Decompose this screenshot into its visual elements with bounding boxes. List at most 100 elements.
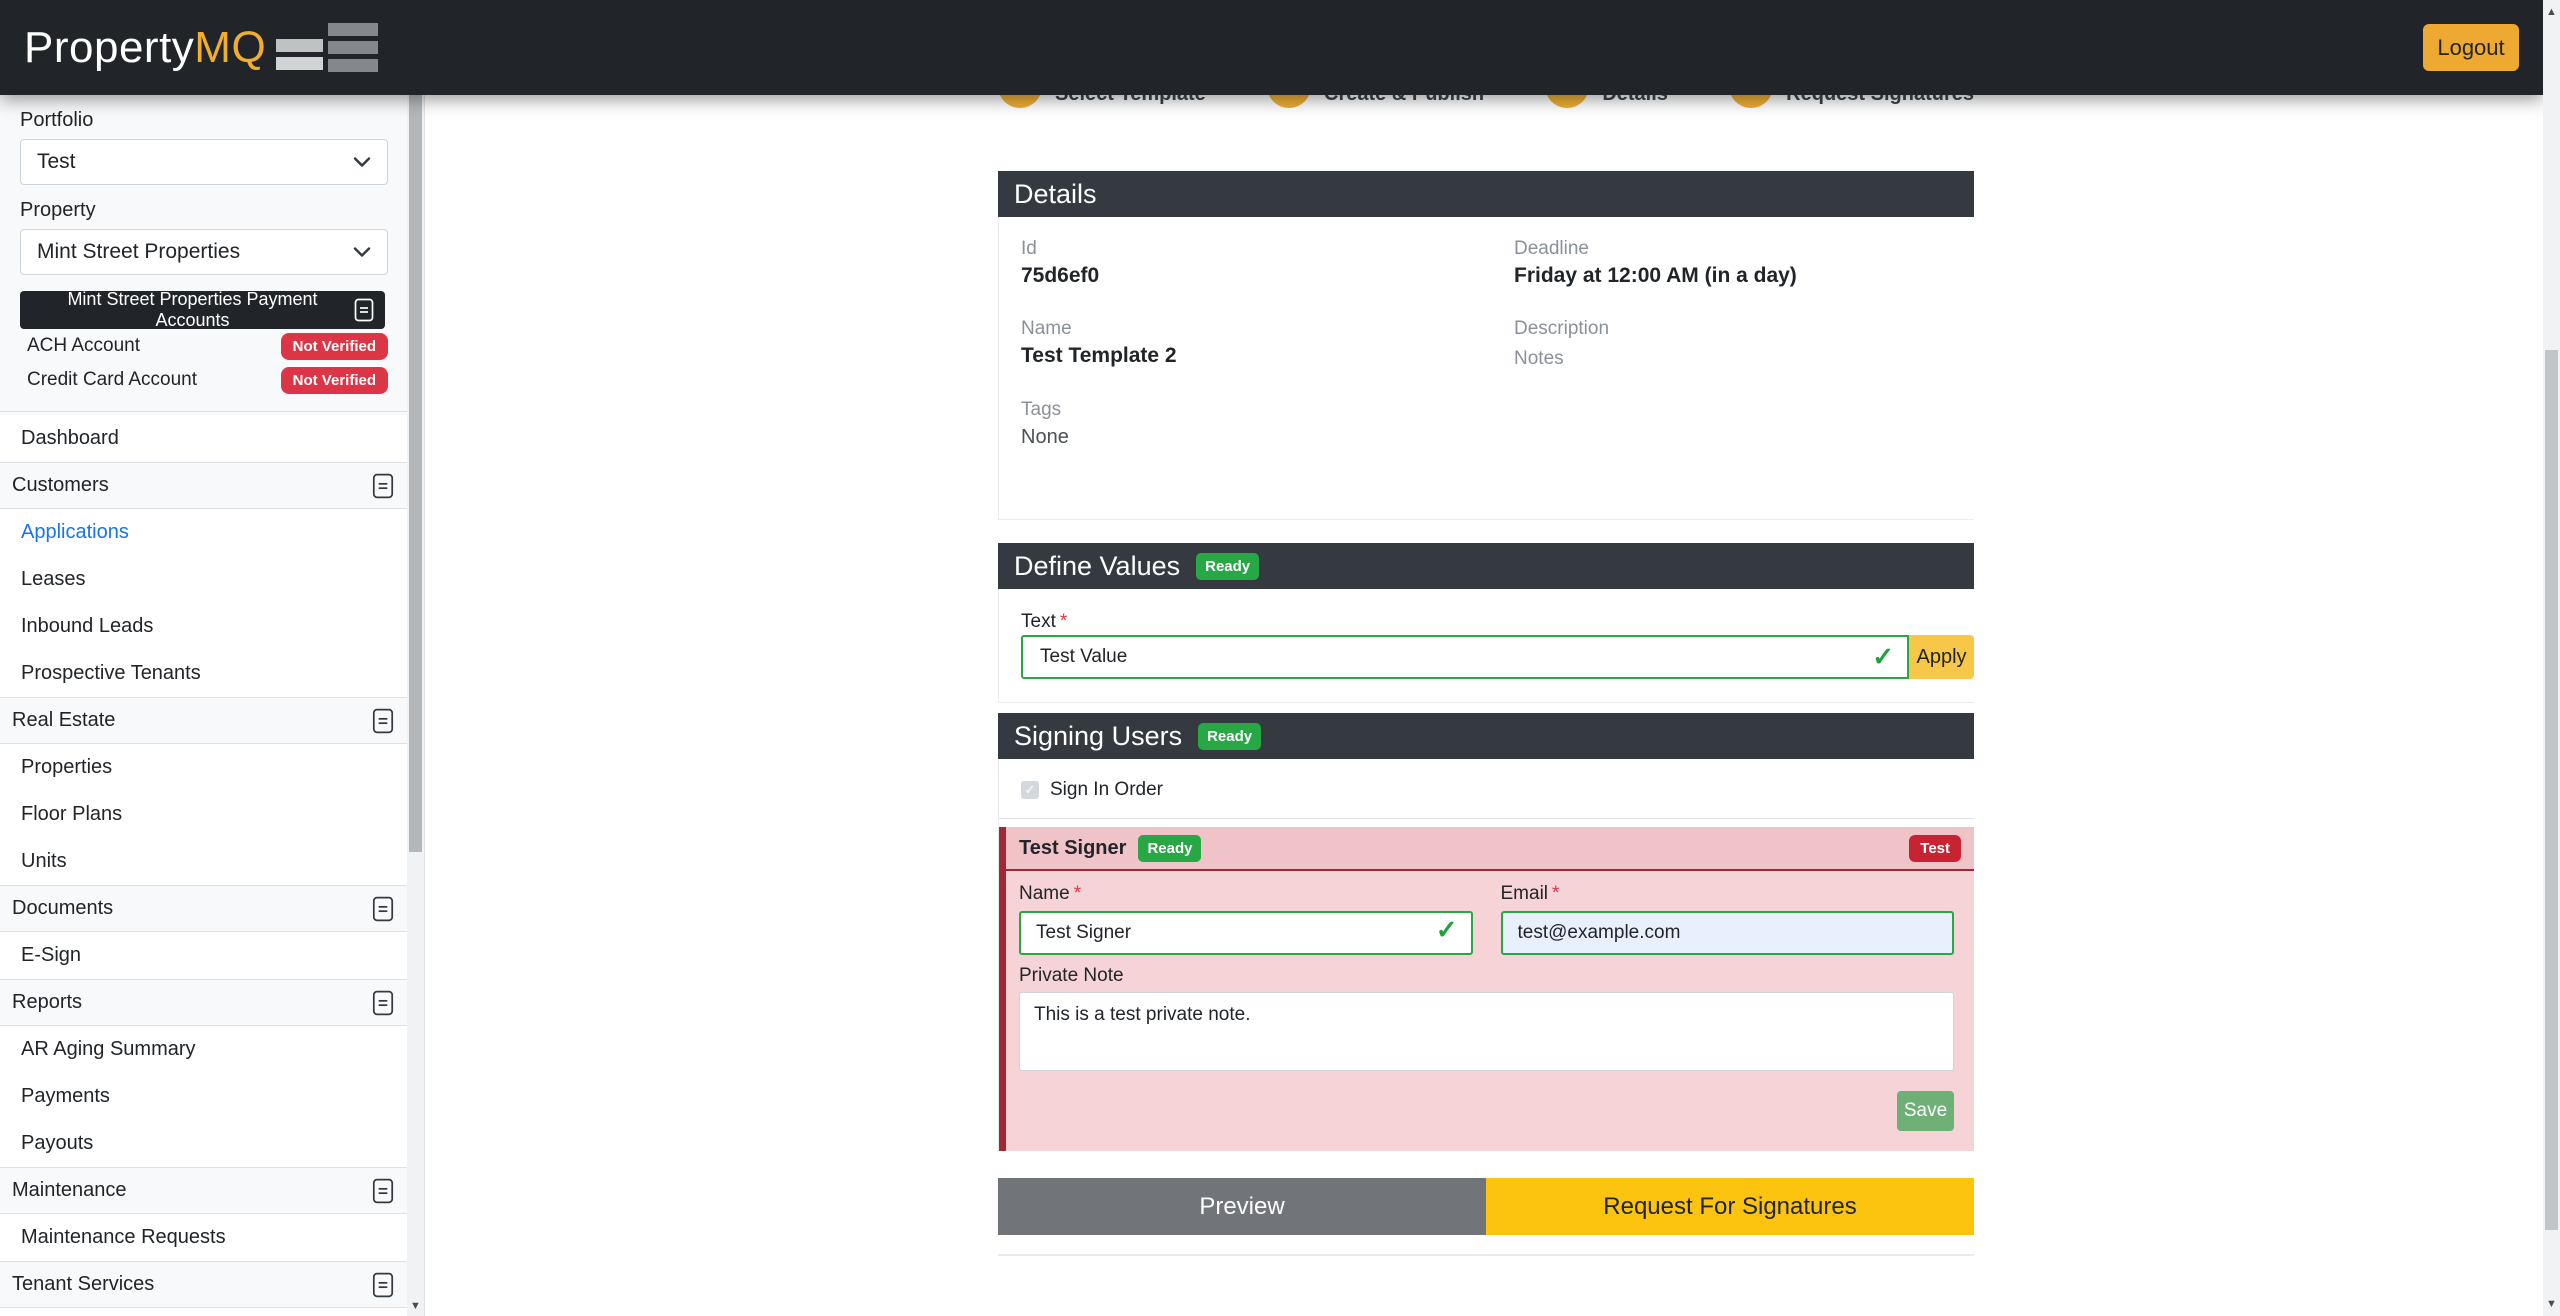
sidebar-section-customers[interactable]: Customers — [0, 462, 408, 509]
deadline-value: Friday at 12:00 AM (in a day) — [1514, 264, 1797, 287]
portfolio-select[interactable]: Test — [20, 139, 388, 185]
main-area: ✓ Select Template ✓ Create & Publish ✓ D… — [426, 0, 2543, 1316]
brand-text-mq: MQ — [194, 22, 267, 72]
brand-bars-icon — [276, 23, 379, 72]
description-label: Description — [1514, 318, 1610, 339]
main-content: ✓ Select Template ✓ Create & Publish ✓ D… — [998, 0, 1974, 1256]
document-icon — [372, 708, 394, 733]
sidebar-item-applications[interactable]: Applications — [0, 509, 408, 556]
details-card: Details Id 75d6ef0 Name Test Template 2 … — [998, 171, 1974, 520]
sidebar-item-properties[interactable]: Properties — [0, 744, 408, 791]
signing-users-body: ✓ Sign In Order Test Signer Ready Test — [998, 759, 1974, 1151]
page-scrollbar-thumb[interactable] — [2545, 350, 2558, 1230]
sidebar-divider — [0, 411, 408, 412]
tags-label: Tags — [1021, 399, 1062, 420]
sidebar-scrollbar-thumb[interactable] — [409, 95, 422, 852]
brand-logo[interactable]: Property MQ — [24, 22, 379, 73]
ready-badge: Ready — [1196, 552, 1260, 580]
sidebar-item-payouts[interactable]: Payouts — [0, 1120, 408, 1167]
name-label: Name — [1021, 318, 1072, 339]
sign-in-order-label: Sign In Order — [1050, 779, 1163, 800]
document-icon — [372, 1178, 394, 1203]
id-value: 75d6ef0 — [1021, 264, 1100, 287]
sidebar-scrollbar[interactable]: ▼ — [407, 95, 424, 1316]
sidebar-section-maintenance[interactable]: Maintenance — [0, 1167, 408, 1214]
account-row-credit-card: Credit Card Account Not Verified — [27, 363, 388, 397]
scroll-down-arrow-icon[interactable]: ▼ — [2546, 1298, 2557, 1310]
document-icon — [372, 1272, 394, 1297]
sidebar-item-maintenance-requests[interactable]: Maintenance Requests — [0, 1214, 408, 1261]
sidebar-item-ar-aging-summary[interactable]: AR Aging Summary — [0, 1026, 408, 1073]
signer-email-input[interactable] — [1500, 911, 1954, 955]
payment-accounts-button-label: Mint Street Properties Payment Accounts — [67, 289, 318, 330]
save-button[interactable]: Save — [1897, 1091, 1954, 1131]
ready-badge: Ready — [1198, 722, 1262, 750]
credit-card-account-label: Credit Card Account — [27, 369, 198, 390]
property-select[interactable]: Mint Street Properties — [20, 229, 388, 275]
ready-badge: Ready — [1138, 834, 1202, 862]
sidebar-item-payments[interactable]: Payments — [0, 1073, 408, 1120]
details-header: Details — [998, 171, 1974, 217]
details-body: Id 75d6ef0 Name Test Template 2 Tags Non… — [998, 217, 1974, 520]
test-badge: Test — [1909, 834, 1961, 862]
define-values-header: Define Values Ready — [998, 543, 1974, 589]
document-icon — [372, 896, 394, 921]
chevron-down-icon — [353, 157, 371, 167]
scroll-up-arrow-icon[interactable]: ▲ — [2546, 6, 2557, 18]
sidebar-item-prospective-tenants[interactable]: Prospective Tenants — [0, 650, 408, 697]
tags-value: None — [1021, 426, 1069, 448]
portfolio-label: Portfolio — [20, 109, 94, 131]
sidebar-section-real-estate[interactable]: Real Estate — [0, 697, 408, 744]
page-scrollbar[interactable]: ▲ ▼ — [2543, 0, 2560, 1316]
signer-card-header: Test Signer Ready Test — [1006, 827, 1974, 871]
name-value: Test Template 2 — [1021, 344, 1177, 367]
signer-name-title: Test Signer — [1019, 836, 1127, 859]
private-note-textarea[interactable]: This is a test private note. — [1019, 992, 1954, 1071]
signer-card: Test Signer Ready Test Name * — [999, 827, 1974, 1151]
sidebar-item-floor-plans[interactable]: Floor Plans — [0, 791, 408, 838]
signer-name-field: Name* ✓ — [1019, 883, 1473, 955]
property-label: Property — [20, 199, 96, 221]
request-for-signatures-button[interactable]: Request For Signatures — [1486, 1178, 1974, 1235]
signer-email-label: Email * — [1500, 883, 1560, 904]
apply-button[interactable]: Apply — [1909, 635, 1974, 679]
sidebar-section-documents[interactable]: Documents — [0, 885, 408, 932]
deadline-label: Deadline — [1514, 238, 1589, 259]
sidebar-section-tenant-services[interactable]: Tenant Services — [0, 1261, 408, 1308]
payment-accounts-button[interactable]: Mint Street Properties Payment Accounts — [20, 289, 385, 330]
details-right-column: Deadline Friday at 12:00 AM (in a day) D… — [1514, 238, 1974, 519]
details-left-column: Id 75d6ef0 Name Test Template 2 Tags Non… — [1021, 238, 1514, 519]
sidebar-item-e-sign[interactable]: E-Sign — [0, 932, 408, 979]
ach-account-label: ACH Account — [27, 335, 140, 356]
signer-name-label: Name * — [1019, 883, 1082, 904]
account-row-ach: ACH Account Not Verified — [27, 329, 388, 363]
sidebar-item-inbound-leads[interactable]: Inbound Leads — [0, 603, 408, 650]
signer-email-field: Email * — [1500, 883, 1954, 955]
sign-in-order-checkbox[interactable]: ✓ — [1021, 781, 1039, 799]
private-note-label: Private Note — [1019, 965, 1124, 986]
scroll-down-arrow-icon[interactable]: ▼ — [410, 1300, 421, 1312]
portfolio-select-value: Test — [37, 150, 76, 173]
chevron-down-icon — [353, 247, 371, 257]
define-values-card: Define Values Ready Text* ✓ Apply — [998, 543, 1974, 703]
sidebar-item-dashboard[interactable]: Dashboard — [0, 415, 408, 462]
preview-button[interactable]: Preview — [998, 1178, 1486, 1235]
signer-card-body: Name* ✓ Email* — [1006, 871, 1974, 1151]
document-icon — [372, 473, 394, 498]
logout-button[interactable]: Logout — [2423, 24, 2519, 71]
text-value-input[interactable] — [1021, 635, 1909, 679]
text-field-label: Text * — [1021, 611, 1068, 632]
sidebar-item-leases[interactable]: Leases — [0, 556, 408, 603]
sidebar-menu: Dashboard Customers Applications Leases … — [0, 415, 408, 1316]
sidebar-item-units[interactable]: Units — [0, 838, 408, 885]
sidebar-section-reports[interactable]: Reports — [0, 979, 408, 1026]
details-title: Details — [1014, 178, 1097, 209]
signer-name-input[interactable] — [1019, 911, 1473, 955]
id-label: Id — [1021, 238, 1037, 259]
signing-users-card: Signing Users Ready ✓ Sign In Order Test… — [998, 713, 1974, 1151]
divider — [999, 818, 1974, 819]
notes-label: Notes — [1514, 348, 1564, 369]
sidebar: Portfolio Test Property Mint Street Prop… — [0, 95, 425, 1316]
divider — [998, 1254, 1974, 1256]
